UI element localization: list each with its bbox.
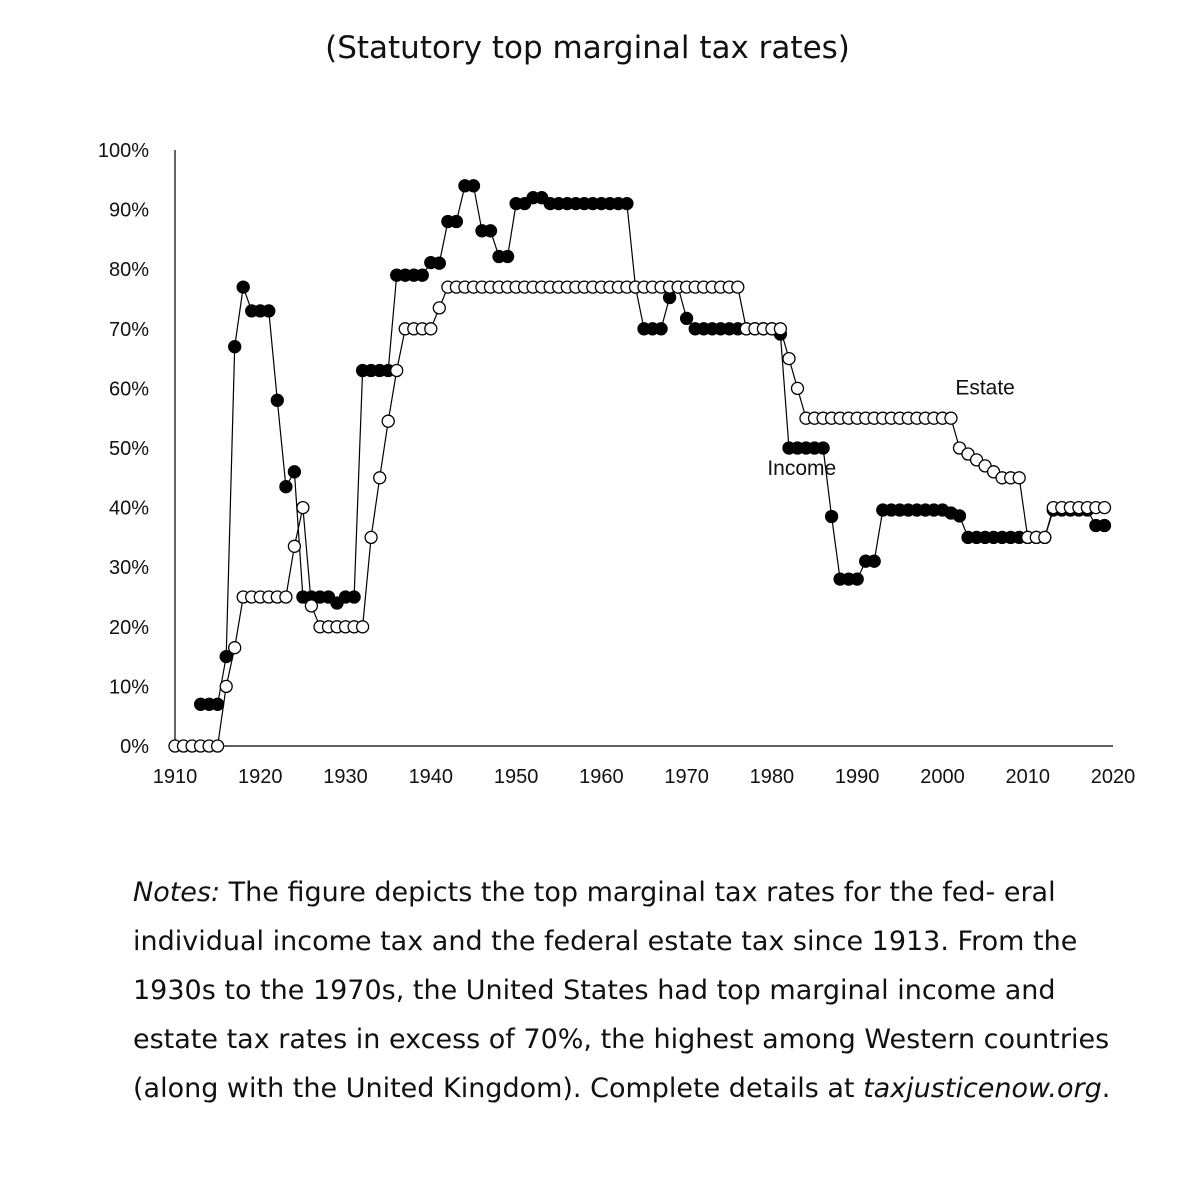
estate-point (287, 539, 302, 553)
notes-link: taxjusticenow.org (863, 1073, 1102, 1104)
estate-point (364, 530, 378, 545)
notes-body: The figure depicts the top marginal tax … (133, 877, 1110, 1104)
x-tick-label: 1990 (835, 766, 880, 788)
income-point (1097, 518, 1112, 533)
y-tick-label: 30% (109, 557, 149, 579)
income-point (228, 340, 242, 354)
income-point (432, 256, 446, 270)
series-label-estate: Estate (955, 376, 1015, 399)
estate-point (210, 739, 225, 753)
estate-point (773, 322, 788, 336)
y-tick-label: 100% (98, 140, 149, 162)
tax-rate-chart: 0%10%20%30%40%50%60%70%80%90%100% 1910 19… (98, 140, 1136, 788)
x-tick-label: 1920 (238, 766, 283, 788)
x-tick-label: 2010 (1005, 766, 1050, 788)
income-point (270, 393, 284, 407)
income-point (850, 572, 864, 586)
y-tick-label: 50% (109, 438, 149, 460)
estate-point (790, 381, 805, 396)
x-tick-label: 1970 (664, 766, 709, 788)
x-tick-label: 2020 (1091, 766, 1136, 788)
estate-point (432, 301, 446, 315)
y-tick-label: 90% (109, 200, 149, 222)
estate-point (1012, 471, 1026, 485)
income-point (654, 322, 668, 336)
y-axis-ticks: 0% 10% 20% 30% 40% 50% 60% 70% 80% 90% 100% (98, 140, 149, 758)
x-tick-label: 1930 (323, 766, 368, 788)
x-tick-label: 1940 (409, 766, 454, 788)
series-points (168, 179, 1112, 753)
figure-notes: Notes: The figure depicts the top margin… (133, 868, 1123, 1113)
estate-point (355, 620, 370, 634)
income-point (466, 179, 481, 193)
x-tick-label: 1980 (750, 766, 795, 788)
income-point (867, 554, 881, 568)
chart-axes (174, 150, 1113, 747)
estate-point (279, 590, 293, 604)
series-lines (175, 185, 1105, 747)
income-point (287, 465, 302, 479)
estate-point (228, 641, 242, 655)
x-tick-label: 2000 (920, 766, 965, 788)
estate-point (296, 500, 310, 515)
income-point (824, 509, 839, 524)
estate-point (1097, 500, 1112, 515)
income-point (415, 268, 429, 282)
notes-label: Notes: (133, 877, 221, 908)
series-labels: Estate Income (767, 376, 1015, 479)
x-tick-label: 1950 (494, 766, 539, 788)
estate-point (304, 599, 319, 613)
income-point (347, 590, 361, 604)
income-point (210, 697, 225, 711)
income-point (219, 649, 233, 664)
estate-point (944, 411, 958, 425)
chart-subtitle: (Statutory top marginal tax rates) (325, 30, 850, 66)
income-point (236, 280, 250, 294)
income-point (500, 249, 515, 264)
y-tick-label: 40% (109, 498, 149, 520)
income-point (483, 224, 498, 238)
income-point (262, 304, 276, 318)
income-point (449, 214, 464, 229)
estate-point (390, 363, 404, 378)
estate-point (731, 280, 745, 294)
income-point (679, 311, 694, 326)
estate-point (219, 679, 233, 694)
estate-point (1038, 530, 1052, 545)
estate-point (424, 322, 438, 336)
estate-point (782, 351, 796, 366)
income-point (279, 480, 293, 494)
income-point (952, 509, 967, 523)
y-tick-label: 60% (109, 378, 149, 400)
x-axis-ticks: 1910 1920 1930 1940 1950 1960 1970 1980 1990 2000… (153, 766, 1136, 788)
series-label-income: Income (767, 457, 836, 480)
y-tick-label: 10% (109, 676, 149, 698)
y-tick-label: 80% (109, 259, 149, 281)
income-point (816, 441, 830, 455)
y-tick-label: 0% (120, 736, 149, 758)
estate-point (373, 471, 387, 485)
x-tick-label: 1960 (579, 766, 624, 788)
x-tick-label: 1910 (153, 766, 198, 788)
estate-point (381, 414, 395, 428)
income-point (620, 196, 634, 211)
y-tick-label: 20% (109, 617, 149, 639)
y-tick-label: 70% (109, 319, 149, 341)
notes-end: . (1101, 1073, 1111, 1104)
